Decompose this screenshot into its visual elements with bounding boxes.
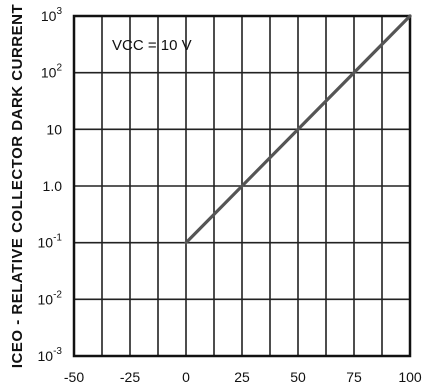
y-tick-label: 10-2: [38, 289, 63, 307]
plot-frame: [72, 14, 412, 358]
y-tick-label: 10: [46, 121, 62, 137]
y-tick-label: 10-1: [38, 233, 63, 251]
y-tick-labels: 103 102 10 1.0 10-1 10-2 10-3: [38, 6, 63, 364]
y-tick-label: 10-3: [38, 346, 63, 364]
x-tick-label: 100: [398, 369, 422, 385]
x-tick-label: 0: [182, 369, 190, 385]
y-axis-label: ICEO - RELATIVE COLLECTOR DARK CURRENT: [9, 4, 26, 368]
x-tick-label: 75: [346, 369, 362, 385]
x-tick-label: 25: [234, 369, 250, 385]
vcc-annotation: VCC = 10 V: [112, 37, 192, 54]
series: [184, 14, 412, 245]
x-tick-labels: -50 -25 0 25 50 75 100: [64, 369, 422, 385]
x-tick-label: -50: [64, 369, 84, 385]
series-line: [184, 14, 412, 245]
x-tick-label: -25: [120, 369, 140, 385]
x-tick-label: 50: [290, 369, 306, 385]
y-tick-label: 103: [41, 6, 63, 24]
y-tick-label: 102: [41, 63, 63, 81]
y-tick-label: 1.0: [43, 178, 63, 194]
